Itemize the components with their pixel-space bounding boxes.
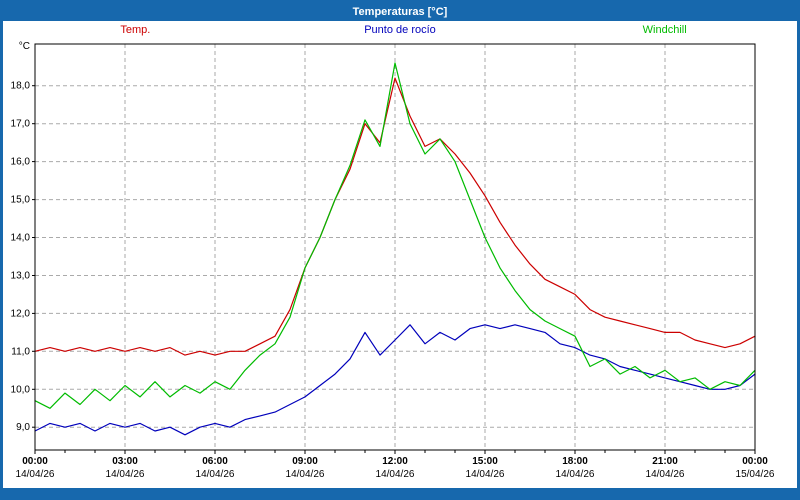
svg-text:14/04/26: 14/04/26 xyxy=(106,469,145,480)
svg-text:11,0: 11,0 xyxy=(11,346,30,357)
window-footer xyxy=(3,488,797,497)
svg-text:17,0: 17,0 xyxy=(11,119,31,130)
svg-text:14/04/26: 14/04/26 xyxy=(646,469,685,480)
svg-text:09:00: 09:00 xyxy=(292,456,318,467)
svg-text:14/04/26: 14/04/26 xyxy=(466,469,505,480)
svg-text:13,0: 13,0 xyxy=(11,271,31,282)
svg-text:18,0: 18,0 xyxy=(11,81,31,92)
legend-temp[interactable]: Temp. xyxy=(120,23,151,36)
svg-text:15/04/26: 15/04/26 xyxy=(736,469,775,480)
svg-text:9,0: 9,0 xyxy=(16,422,30,433)
chart-area: 9,0 10,0 11,0 12,0 13,0 14,0 15,0 16,0 17,0 18,0 °… xyxy=(3,38,797,488)
svg-text:18:00: 18:00 xyxy=(562,456,588,467)
svg-text:00:00: 00:00 xyxy=(742,456,768,467)
svg-text:15,0: 15,0 xyxy=(11,195,31,206)
temperature-chart: 9,0 10,0 11,0 12,0 13,0 14,0 15,0 16,0 17,0 18,0 °… xyxy=(11,41,775,480)
svg-text:14/04/26: 14/04/26 xyxy=(286,469,325,480)
legend-windchill[interactable]: Windchill xyxy=(642,23,687,36)
chart-legend: Temp. Punto de rocío Windchill xyxy=(3,21,797,38)
svg-text:21:00: 21:00 xyxy=(652,456,678,467)
svg-text:12,0: 12,0 xyxy=(11,308,31,319)
svg-text:10,0: 10,0 xyxy=(11,384,31,395)
svg-text:14/04/26: 14/04/26 xyxy=(376,469,415,480)
legend-dew-point[interactable]: Punto de rocío xyxy=(364,23,436,36)
svg-text:00:00: 00:00 xyxy=(22,456,48,467)
svg-text:14/04/26: 14/04/26 xyxy=(16,469,55,480)
svg-text:14,0: 14,0 xyxy=(11,233,31,244)
svg-text:14/04/26: 14/04/26 xyxy=(196,469,235,480)
svg-text:15:00: 15:00 xyxy=(472,456,498,467)
svg-text:14/04/26: 14/04/26 xyxy=(556,469,595,480)
window-titlebar: Temperaturas [°C] xyxy=(3,3,797,21)
window-title: Temperaturas [°C] xyxy=(352,6,448,18)
svg-text:06:00: 06:00 xyxy=(202,456,228,467)
svg-text:12:00: 12:00 xyxy=(382,456,408,467)
svg-text:16,0: 16,0 xyxy=(11,157,31,168)
svg-text:°C: °C xyxy=(19,41,30,52)
svg-text:03:00: 03:00 xyxy=(112,456,138,467)
